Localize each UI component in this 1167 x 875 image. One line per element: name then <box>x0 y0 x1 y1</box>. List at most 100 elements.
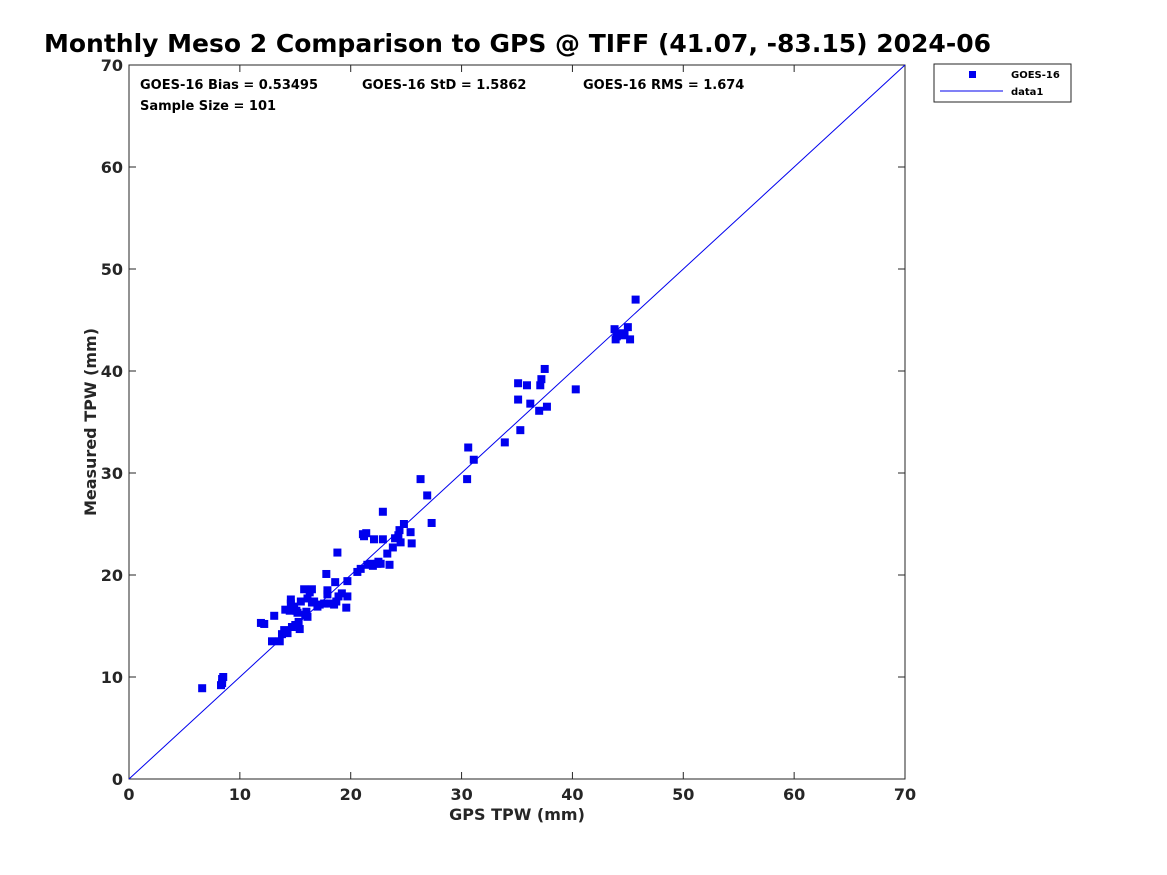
legend-label-goes16: GOES-16 <box>1011 70 1060 81</box>
data-point <box>369 535 378 544</box>
data-point <box>522 381 531 390</box>
data-point <box>463 475 472 484</box>
data-point <box>407 539 416 548</box>
x-tick-label: 70 <box>894 785 916 804</box>
data-point <box>315 600 324 609</box>
data-point <box>283 629 292 638</box>
chart-title: Monthly Meso 2 Comparison to GPS @ TIFF … <box>44 29 991 58</box>
data-point <box>300 585 309 594</box>
data-point <box>219 673 228 681</box>
data-point <box>356 564 365 573</box>
x-tick-label: 50 <box>672 785 694 804</box>
data-point <box>514 395 523 404</box>
data-point <box>500 438 509 447</box>
data-point <box>333 548 342 557</box>
data-point <box>343 592 352 601</box>
x-tick-label: 60 <box>783 785 805 804</box>
data-point <box>277 630 286 639</box>
data-point <box>537 375 546 384</box>
y-tick-label: 70 <box>101 56 123 75</box>
data-point <box>218 679 227 688</box>
data-point <box>423 491 432 500</box>
bias-annotation: GOES-16 Bias = 0.53495 <box>140 78 318 93</box>
data-point <box>620 330 629 339</box>
data-point <box>337 589 346 598</box>
x-tick-label: 10 <box>229 785 251 804</box>
data-point <box>198 684 207 693</box>
data-point <box>385 560 394 569</box>
data-point <box>542 402 551 411</box>
data-point <box>303 594 312 603</box>
data-point <box>331 578 340 587</box>
data-point <box>378 507 387 516</box>
y-tick-label: 10 <box>101 668 123 687</box>
data-point <box>394 531 403 540</box>
x-tick-label: 20 <box>340 785 362 804</box>
data-point <box>388 543 397 552</box>
data-point <box>623 323 632 332</box>
y-tick-label: 50 <box>101 260 123 279</box>
data-point <box>416 475 425 484</box>
y-tick-label: 0 <box>112 770 123 789</box>
data-point <box>294 617 303 626</box>
data-point <box>571 385 580 394</box>
x-tick-label: 30 <box>450 785 472 804</box>
data-point <box>270 611 279 620</box>
data-point <box>469 455 478 464</box>
legend-marker-goes16 <box>969 71 976 78</box>
data-point <box>285 606 294 615</box>
data-point <box>323 586 332 595</box>
x-tick-label: 0 <box>123 785 134 804</box>
data-point <box>303 612 312 621</box>
y-axis-label: Measured TPW (mm) <box>81 328 100 516</box>
legend-label-data1: data1 <box>1011 87 1043 98</box>
rms-annotation: GOES-16 RMS = 1.674 <box>583 78 744 93</box>
data-point <box>324 599 333 608</box>
data-point <box>535 406 544 415</box>
data-point <box>307 585 316 594</box>
data-point <box>295 625 304 634</box>
data-point <box>464 443 473 452</box>
data-point <box>296 597 305 606</box>
data-point <box>275 637 284 646</box>
y-tick-label: 30 <box>101 464 123 483</box>
data-point <box>323 590 332 599</box>
y-tick-label: 20 <box>101 566 123 585</box>
data-point <box>399 520 408 528</box>
legend: GOES-16 data1 <box>933 63 1072 103</box>
reference-line <box>128 64 906 780</box>
data-point <box>376 559 385 568</box>
y-tick-label: 60 <box>101 158 123 177</box>
data-point <box>332 597 341 606</box>
data-point <box>260 619 269 628</box>
sample-size-annotation: Sample Size = 101 <box>140 99 276 114</box>
data-point <box>320 599 329 608</box>
data-point <box>286 595 295 604</box>
data-point <box>362 529 371 538</box>
data-point <box>536 381 545 390</box>
data-point <box>342 603 351 612</box>
y-axis-ticks: 0 10 20 30 40 50 60 70 <box>101 56 905 789</box>
std-annotation: GOES-16 StD = 1.5862 <box>362 78 526 93</box>
data-point <box>516 426 525 435</box>
data-point <box>514 379 523 388</box>
data-point <box>343 577 352 586</box>
data-point <box>395 526 404 535</box>
data-point <box>626 335 635 344</box>
series-goes16-points <box>198 295 640 693</box>
x-axis-ticks: 0 10 20 30 40 50 60 70 <box>123 65 916 804</box>
legend-box <box>933 63 1072 103</box>
data-point <box>310 597 319 606</box>
data-point <box>378 535 387 544</box>
x-axis-label: GPS TPW (mm) <box>449 805 585 824</box>
data-point <box>396 538 405 547</box>
data-point <box>281 605 290 614</box>
data-point <box>610 325 619 334</box>
data-point <box>293 608 302 617</box>
data-point <box>268 637 277 646</box>
data-point <box>427 518 436 527</box>
x-tick-label: 40 <box>561 785 583 804</box>
data-point <box>368 561 377 570</box>
data-point <box>322 569 331 578</box>
